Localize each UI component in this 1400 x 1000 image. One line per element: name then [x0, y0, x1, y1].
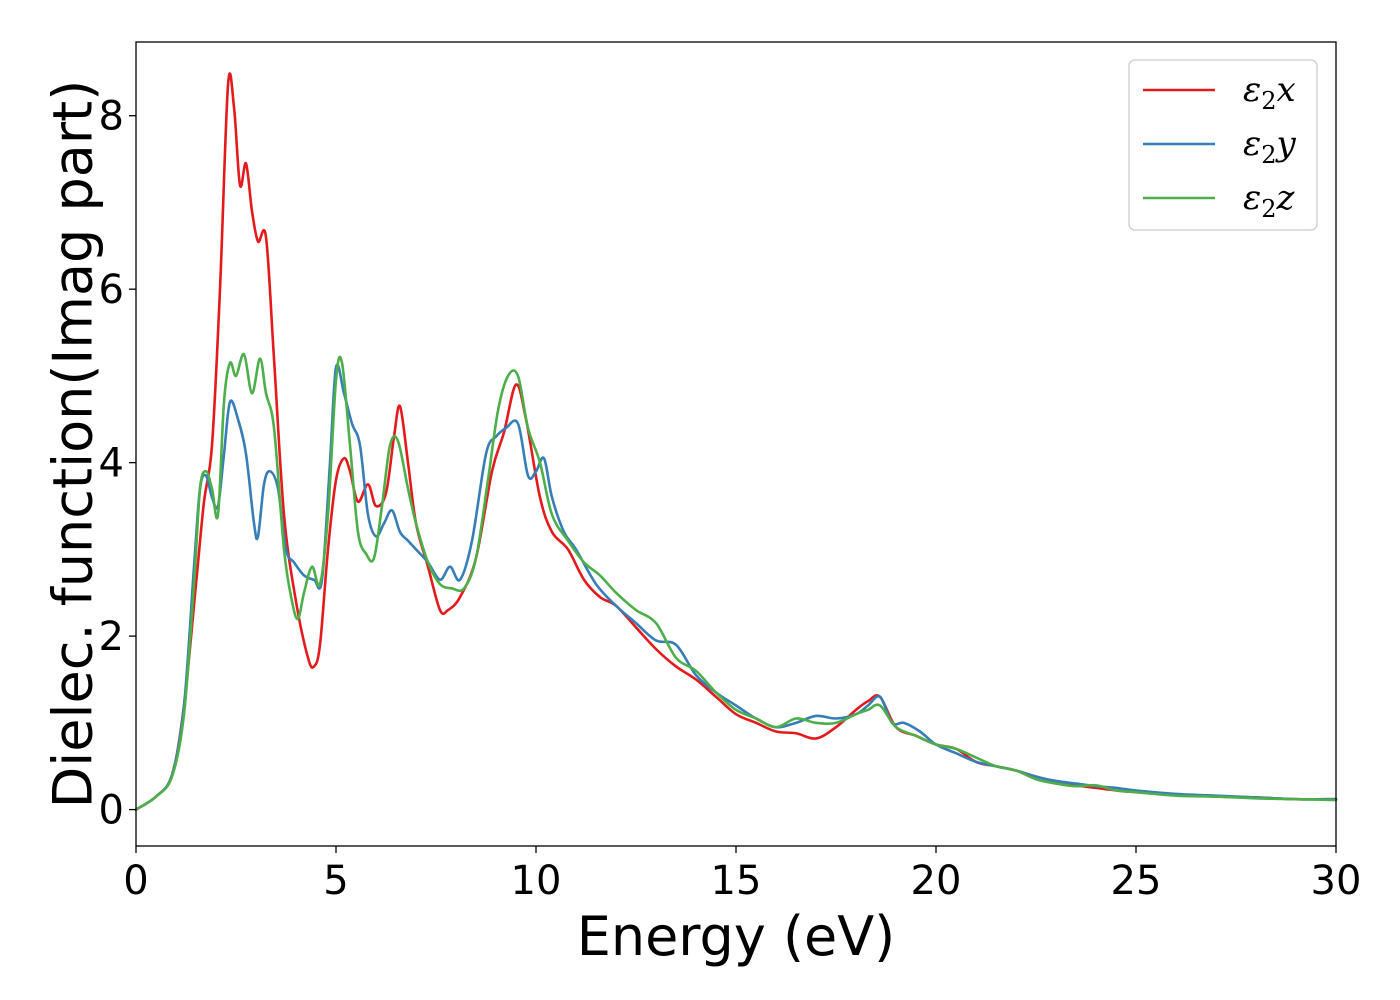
y-tick-label: 6: [99, 267, 124, 313]
x-axis-ticks: 0 5 10 15 20 25 30: [123, 846, 1361, 904]
x-tick-label: 25: [1111, 858, 1162, 904]
series-line-z: [134, 352, 1338, 811]
x-tick-label: 0: [123, 858, 148, 904]
x-tick-label: 30: [1311, 858, 1362, 904]
legend-entry-y: ε2y: [1243, 124, 1297, 169]
x-tick-label: 15: [711, 858, 762, 904]
x-tick-label: 20: [911, 858, 962, 904]
y-tick-label: 8: [99, 94, 124, 140]
legend-entry-z: ε2z: [1243, 178, 1296, 223]
legend: ε2x ε2y ε2z: [1128, 59, 1318, 231]
y-axis-label: Dielec. function(Imag part): [42, 80, 105, 809]
x-axis-label: Energy (eV): [577, 905, 896, 968]
y-tick-label: 4: [99, 441, 124, 487]
x-tick-label: 10: [511, 858, 562, 904]
y-tick-label: 0: [99, 788, 124, 834]
legend-entry-x: ε2x: [1243, 70, 1296, 115]
series-layer: [134, 72, 1338, 811]
legend-box: [1128, 59, 1318, 231]
series-line-y: [134, 363, 1338, 811]
y-tick-label: 2: [99, 614, 124, 660]
y-axis-ticks: 0 2 4 6 8: [99, 94, 136, 834]
x-tick-label: 5: [323, 858, 348, 904]
